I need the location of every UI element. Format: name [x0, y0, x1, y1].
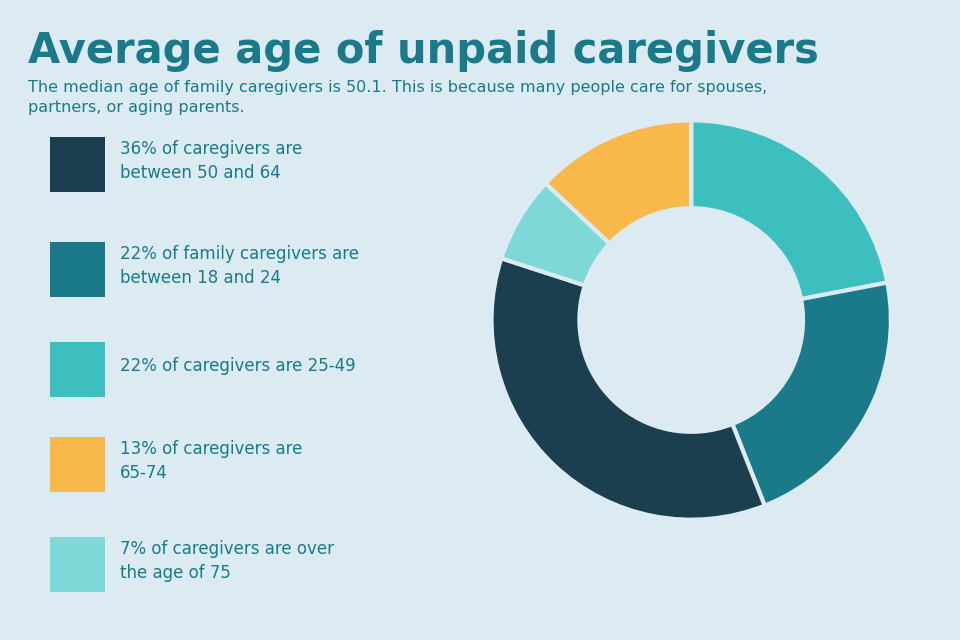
FancyBboxPatch shape: [50, 537, 105, 592]
Text: 22% of family caregivers are
between 18 and 24: 22% of family caregivers are between 18 …: [120, 245, 359, 287]
FancyBboxPatch shape: [50, 342, 105, 397]
Text: The median age of family caregivers is 50.1. This is because many people care fo: The median age of family caregivers is 5…: [28, 80, 767, 115]
Wedge shape: [691, 120, 887, 299]
FancyBboxPatch shape: [50, 242, 105, 297]
FancyBboxPatch shape: [50, 437, 105, 492]
FancyBboxPatch shape: [50, 137, 105, 192]
Text: 7% of caregivers are over
the age of 75: 7% of caregivers are over the age of 75: [120, 540, 334, 582]
Text: Average age of unpaid caregivers: Average age of unpaid caregivers: [28, 30, 819, 72]
Wedge shape: [545, 120, 691, 243]
Text: 22% of caregivers are 25-49: 22% of caregivers are 25-49: [120, 357, 355, 375]
Wedge shape: [501, 183, 610, 285]
Text: 13% of caregivers are
65-74: 13% of caregivers are 65-74: [120, 440, 302, 482]
Wedge shape: [732, 283, 891, 506]
Text: 36% of caregivers are
between 50 and 64: 36% of caregivers are between 50 and 64: [120, 140, 302, 182]
Wedge shape: [492, 259, 765, 520]
